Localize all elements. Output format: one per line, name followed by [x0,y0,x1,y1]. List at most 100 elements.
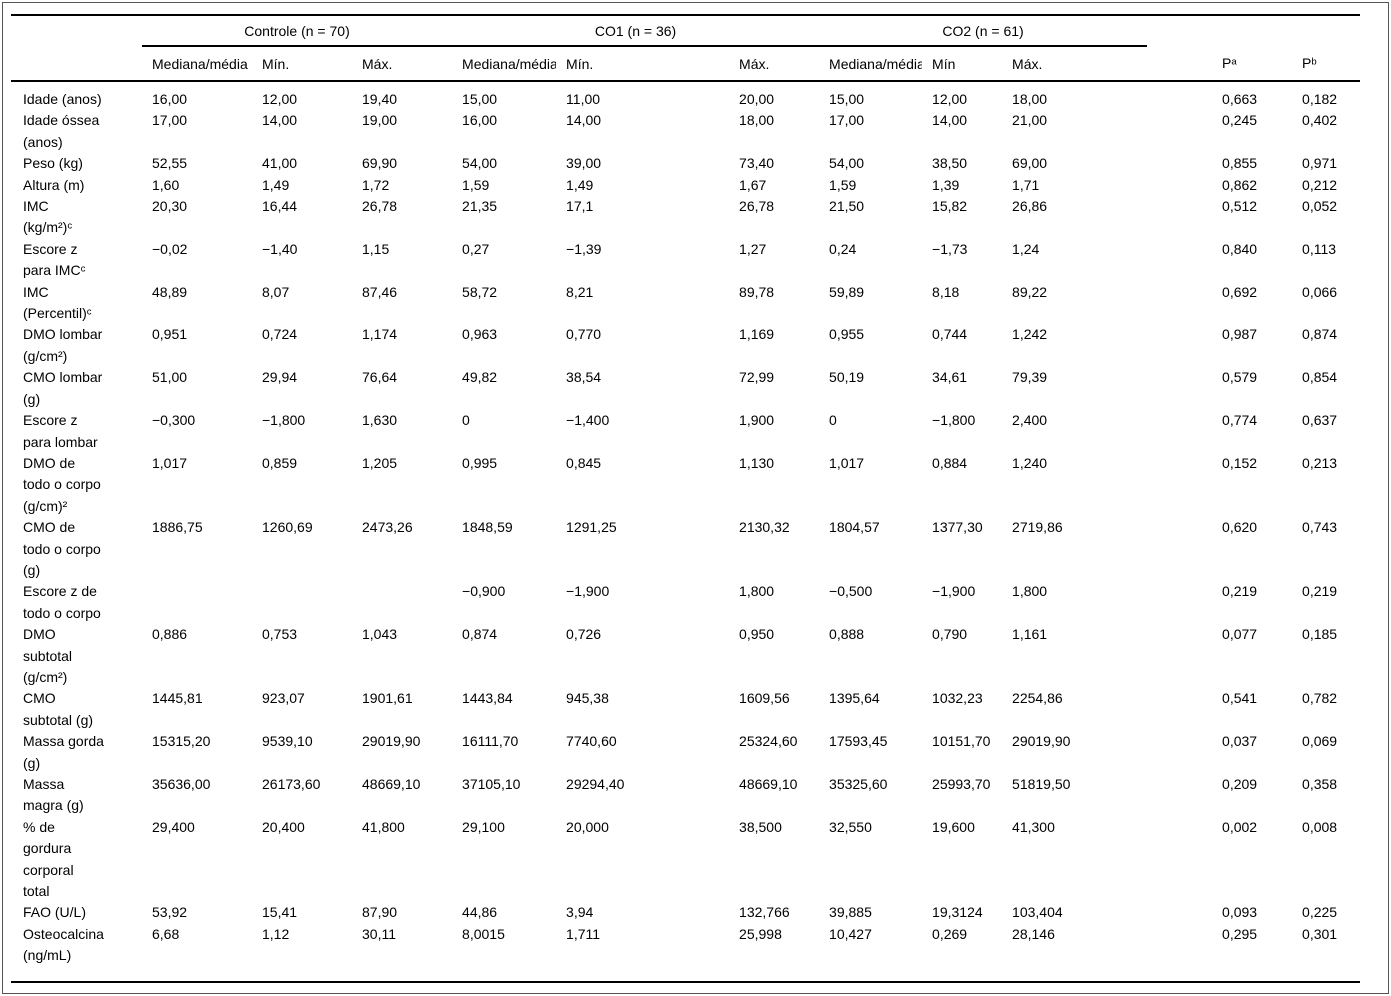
table-cell: 0,840 [1222,240,1258,257]
table-cell: 17,00 [152,112,188,129]
summary-statistics-table: Controle (n = 70) CO1 (n = 36) CO2 (n = … [11,14,1361,983]
row-label: IMC (Percentil)ᶜ [23,283,92,322]
table-cell: 38,500 [739,818,782,835]
spacer-cell [1147,688,1212,731]
table-cell [252,581,352,624]
table-cell: 20,30 [152,198,188,215]
table-cell: 0,27 [462,240,490,257]
spacer-cell [11,46,142,82]
table-cell: 20,400 [262,818,305,835]
table-cell: 16,00 [152,91,188,107]
table-cell: 0,358 [1302,776,1338,792]
table-cell: 89,78 [739,283,775,300]
table-cell: 41,800 [362,818,405,835]
table-cell: 1,017 [829,454,865,471]
table-row: Idade (anos) 16,00 12,00 19,40 15,00 11,00 20,… [11,81,1360,110]
table-row: Escore z de todo o corpo −0,900 −1,900 1,80… [11,581,1360,624]
table-cell: 29019,90 [1012,733,1071,750]
table-cell: 2130,32 [739,519,790,536]
table-cell: 0,512 [1222,198,1258,215]
table-cell: 1,49 [262,176,290,193]
table-cell: 48669,10 [362,776,421,792]
table-cell: 29,100 [462,818,505,835]
table-cell: 1291,25 [566,519,617,536]
table-cell: 72,99 [739,369,775,386]
table-cell: 0,854 [1302,369,1338,386]
table-cell: 1,59 [829,176,857,193]
table-cell: 0,402 [1302,112,1338,129]
table-cell: 0,971 [1302,155,1338,172]
table-cell: 0,008 [1302,818,1338,835]
table-cell: −1,900 [566,583,610,600]
table-cell: 8,0015 [462,925,505,942]
table-cell: 0,269 [932,925,968,942]
table-cell: −0,500 [829,583,873,600]
table-row: CMO lombar (g) 51,00 29,94 76,64 49,82 38,54 7… [11,367,1360,410]
table-cell: 12,00 [262,91,298,107]
row-label: Escore z para lombar [23,412,98,450]
table-cell: 1,800 [739,583,775,600]
spacer-cell [1147,367,1212,410]
table-cell: 8,07 [262,283,290,300]
table-cell: 54,00 [829,155,865,172]
spacer-cell [1147,410,1212,453]
table-row: Escore z para lombar −0,300 −1,800 1,630 0 −1… [11,410,1360,453]
table-cell: 54,00 [462,155,498,172]
table-cell: 0,212 [1302,176,1338,193]
table-cell: 52,55 [152,155,188,172]
table-cell: 2254,86 [1012,690,1063,707]
table-cell: 0 [462,412,470,429]
table-row: CMO de todo o corpo (g) 1886,75 1260,69 247… [11,517,1360,581]
table-cell: 1,49 [566,176,594,193]
table-cell: −1,400 [566,412,610,429]
table-cell: 14,00 [932,112,968,129]
table-cell: 0 [829,412,837,429]
column-header-min-co2: Mín [922,46,1003,82]
spacer-cell [1147,239,1212,282]
table-cell: 132,766 [739,904,790,921]
table-cell: −1,39 [566,240,602,257]
spacer-cell [1147,324,1212,367]
table-cell: 0,886 [152,626,188,643]
table-cell: 0,209 [1222,776,1258,792]
table-row: IMC (kg/m²)ᶜ 20,30 16,44 26,78 21,35 17,1 26,7… [11,196,1360,239]
spacer-cell [1147,581,1212,624]
table-row: Massa gorda (g) 15315,20 9539,10 29019,90 16… [11,731,1360,774]
table-cell: 29294,40 [566,776,625,792]
table-cell: 58,72 [462,283,498,300]
table-cell: 0,845 [566,454,602,471]
table-cell: 0,950 [739,626,775,643]
table-cell: 17,1 [566,198,594,215]
table-cell: 15,41 [262,904,298,921]
column-header-min-controle: Mín. [252,46,352,82]
table-cell: 19,40 [362,91,398,107]
table-cell: 34,61 [932,369,968,386]
table-cell: 0,541 [1222,690,1258,707]
table-cell: 0,874 [462,626,498,643]
table-cell: 0,874 [1302,326,1338,343]
table-cell: 48669,10 [739,776,798,792]
table-cell: 69,00 [1012,155,1048,172]
row-label: DMO subtotal (g/cm²) [23,626,73,685]
table-cell: 1,242 [1012,326,1048,343]
row-label: Osteocalcina (ng/mL) [23,925,104,964]
spacer-cell [1147,517,1212,581]
table-cell: 29,400 [152,818,195,835]
table-cell: 10,427 [829,925,872,942]
table-cell: 69,90 [362,155,398,172]
table-cell: 0,185 [1302,626,1338,643]
table-cell: 17593,45 [829,733,888,750]
table-row: CMO subtotal (g) 1445,81 923,07 1901,61 1443… [11,688,1360,731]
column-header-max-controle: Máx. [352,46,453,82]
table-row: DMO subtotal (g/cm²) 0,886 0,753 1,043 0,874… [11,624,1360,688]
table-row: IMC (Percentil)ᶜ 48,89 8,07 87,46 58,72 8,21 8… [11,282,1360,325]
table-cell: 14,00 [566,112,602,129]
table-row: DMO de todo o corpo (g/cm)² 1,017 0,859 1,2… [11,453,1360,517]
spacer-cell [1147,774,1212,817]
column-header-p-a: Pᵃ [1212,46,1293,82]
table-cell: 0,637 [1302,412,1338,429]
table-cell: 0,724 [262,326,298,343]
table-cell: 38,54 [566,369,602,386]
table-cell: 15,00 [829,91,865,107]
table-cell: 16,00 [462,112,498,129]
